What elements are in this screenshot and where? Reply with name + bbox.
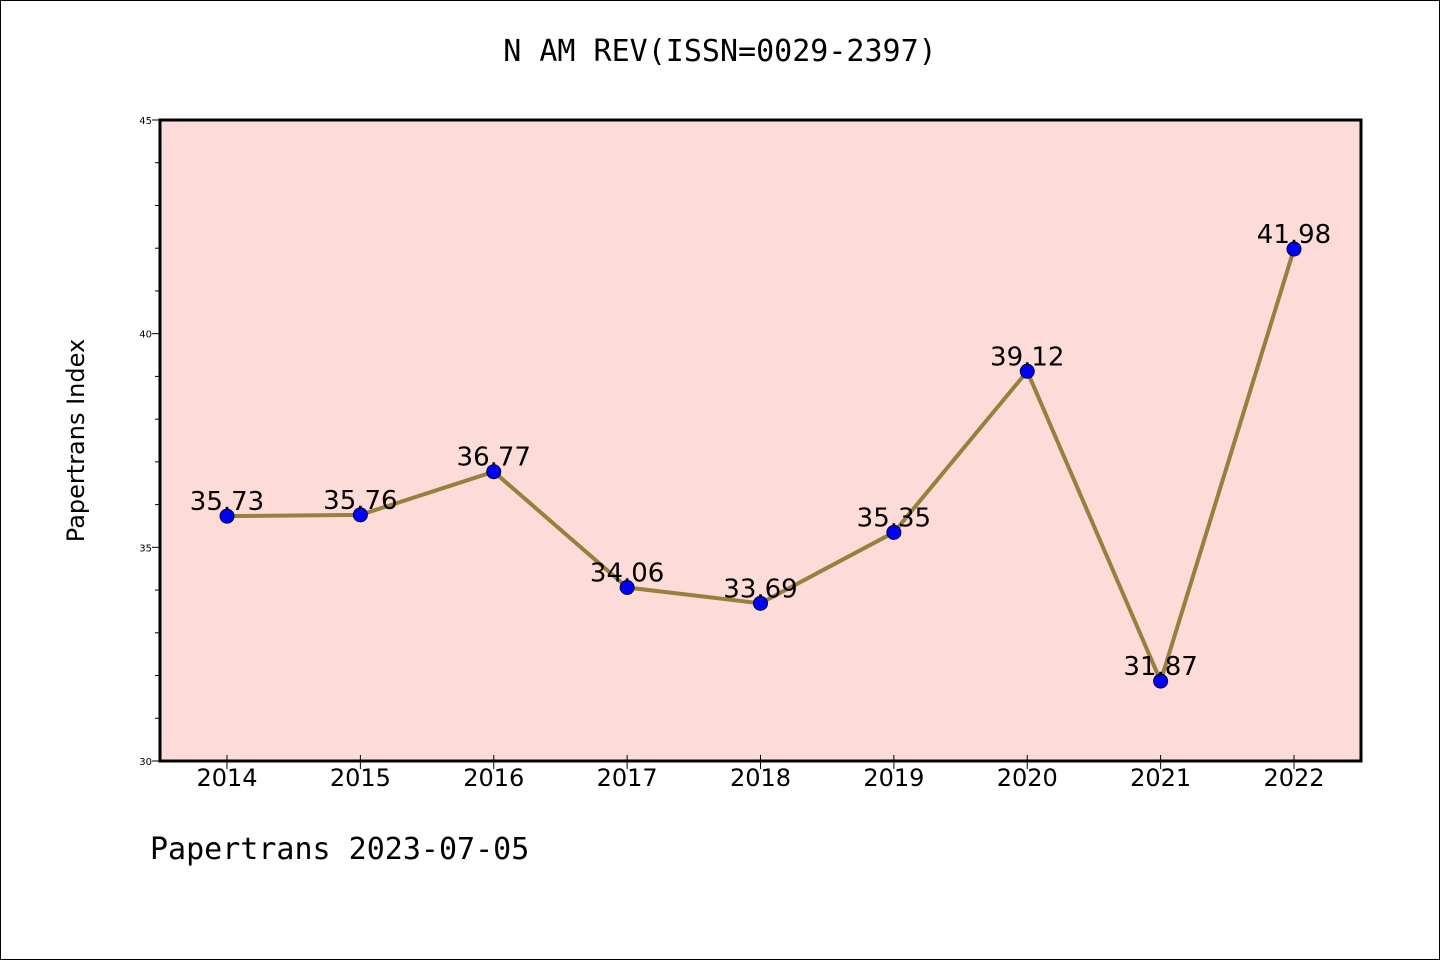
data-label: 34.06 [590, 559, 664, 589]
data-point [1019, 363, 1035, 379]
data-label: 35.35 [857, 503, 931, 533]
footer-note: Papertrans 2023-07-05 [150, 832, 530, 867]
data-point [753, 595, 768, 611]
y-tick-label: 35 [139, 543, 152, 554]
data-point [219, 508, 235, 524]
data-point [886, 524, 902, 540]
data-label: 31.87 [1123, 652, 1197, 682]
plot-area [160, 120, 1361, 761]
data-point [1286, 241, 1302, 257]
x-tick-label: 2022 [1263, 764, 1324, 792]
data-point [1153, 673, 1169, 689]
x-tick-label: 2021 [1130, 764, 1191, 792]
y-tick-label: 30 [139, 757, 152, 768]
data-point [352, 507, 368, 523]
x-tick-label: 2017 [597, 764, 658, 792]
data-label: 35.76 [323, 486, 397, 516]
x-tick-label: 2015 [330, 764, 391, 792]
data-point [486, 464, 502, 480]
data-label: 36.77 [457, 443, 531, 473]
y-tick-label: 40 [139, 330, 152, 341]
x-tick-label: 2016 [463, 764, 524, 792]
data-label: 33.69 [723, 574, 797, 604]
data-label: 39.12 [990, 342, 1064, 372]
x-tick-label: 2014 [196, 764, 257, 792]
data-point [619, 580, 635, 596]
data-label: 35.73 [190, 487, 264, 517]
x-tick-label: 2018 [730, 764, 791, 792]
x-tick-label: 2019 [863, 764, 924, 792]
chart-title: N AM REV(ISSN=0029-2397) [503, 34, 937, 69]
data-label: 41.98 [1257, 220, 1331, 250]
plot-border [158, 118, 1363, 763]
y-axis-label: Papertrans Index [62, 339, 90, 542]
x-tick-label: 2020 [997, 764, 1058, 792]
y-tick-label: 45 [139, 116, 152, 127]
